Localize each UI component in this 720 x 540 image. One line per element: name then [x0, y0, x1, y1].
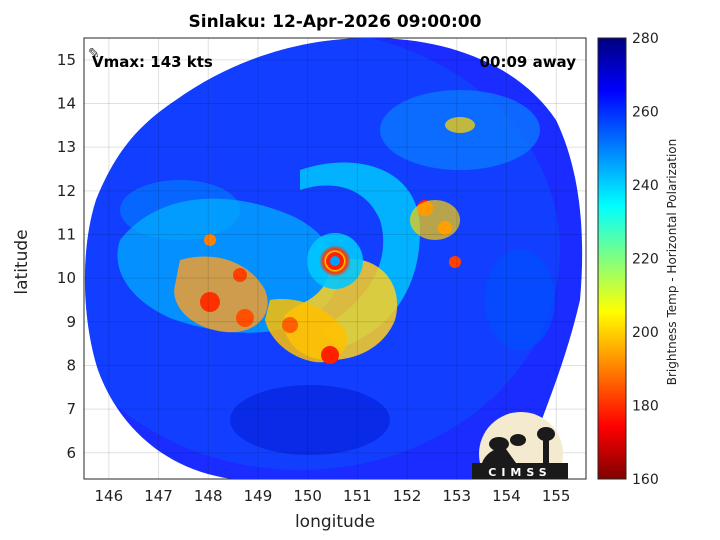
- x-tick-label: 152: [393, 487, 422, 505]
- y-tick-label: 10: [57, 269, 76, 287]
- pin-icon: ✎: [88, 46, 100, 62]
- y-tick-label: 9: [66, 313, 76, 331]
- y-tick-label: 8: [66, 356, 76, 374]
- y-tick-label: 11: [57, 225, 76, 243]
- colorbar-tick-label: 240: [632, 178, 659, 194]
- colorbar-tick-label: 220: [632, 252, 659, 268]
- map-grid: [84, 38, 586, 479]
- y-tick-label: 13: [57, 138, 76, 156]
- x-tick-label: 155: [542, 487, 571, 505]
- colorbar-tick-label: 180: [632, 399, 659, 415]
- x-axis-label: longitude: [294, 512, 376, 532]
- colorbar: [597, 37, 627, 480]
- vmax-label: Vmax: 143 kts: [92, 53, 213, 71]
- x-tick-label: 147: [144, 487, 173, 505]
- x-tick-label: 146: [95, 487, 124, 505]
- y-tick-label: 7: [66, 400, 76, 418]
- x-axis-ticks: 146 147 148 149 150 151 152 153 154 155: [95, 487, 571, 505]
- y-tick-label: 15: [57, 51, 76, 69]
- brightness-temp-swath: [84, 38, 583, 479]
- x-tick-label: 149: [244, 487, 273, 505]
- logo-text: CIMSS: [488, 466, 551, 479]
- colorbar-tick-label: 200: [632, 325, 659, 341]
- x-tick-label: 153: [442, 487, 471, 505]
- colorbar-tick-label: 260: [632, 105, 659, 121]
- x-tick-label: 151: [343, 487, 372, 505]
- figure-title: Sinlaku: 12-Apr-2026 09:00:00: [188, 12, 482, 32]
- time-away-label: 00:09 away: [479, 53, 576, 71]
- colorbar-tick-label: 280: [632, 31, 659, 47]
- x-tick-label: 148: [194, 487, 223, 505]
- y-tick-label: 6: [66, 444, 76, 462]
- x-tick-label: 154: [492, 487, 521, 505]
- y-tick-label: 14: [57, 94, 76, 112]
- y-axis-ticks: 6 7 8 9 10 11 12 13 14 15: [57, 51, 76, 462]
- y-tick-label: 12: [57, 182, 76, 200]
- colorbar-ticks: 160 180 200 220 240 260 280: [632, 31, 659, 488]
- cimss-logo: CIMSS: [472, 412, 568, 479]
- colorbar-tick-label: 160: [632, 472, 659, 488]
- x-tick-label: 150: [293, 487, 322, 505]
